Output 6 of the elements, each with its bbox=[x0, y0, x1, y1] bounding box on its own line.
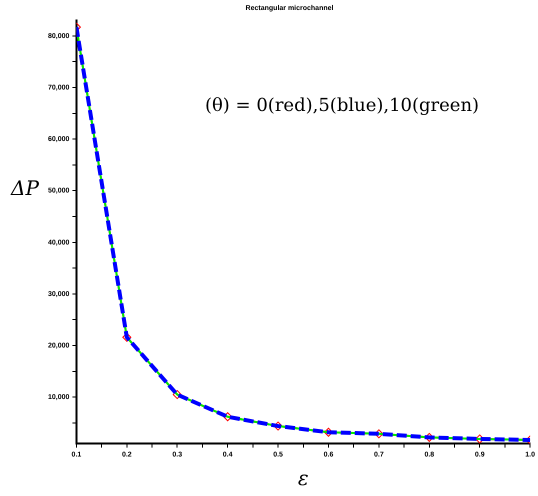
y-axis-title: ΔP bbox=[10, 176, 40, 200]
point bbox=[172, 390, 182, 400]
point bbox=[274, 422, 283, 431]
annotation: (θ) = 0(red),5(blue),10(green) bbox=[204, 95, 480, 116]
x-axis-title: ε bbox=[298, 466, 309, 490]
point bbox=[122, 332, 132, 342]
